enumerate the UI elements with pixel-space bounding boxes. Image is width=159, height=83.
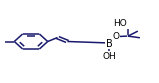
Text: O: O [113,32,120,41]
Text: B: B [106,39,112,49]
Text: OH: OH [102,52,116,61]
Text: HO: HO [114,19,127,28]
